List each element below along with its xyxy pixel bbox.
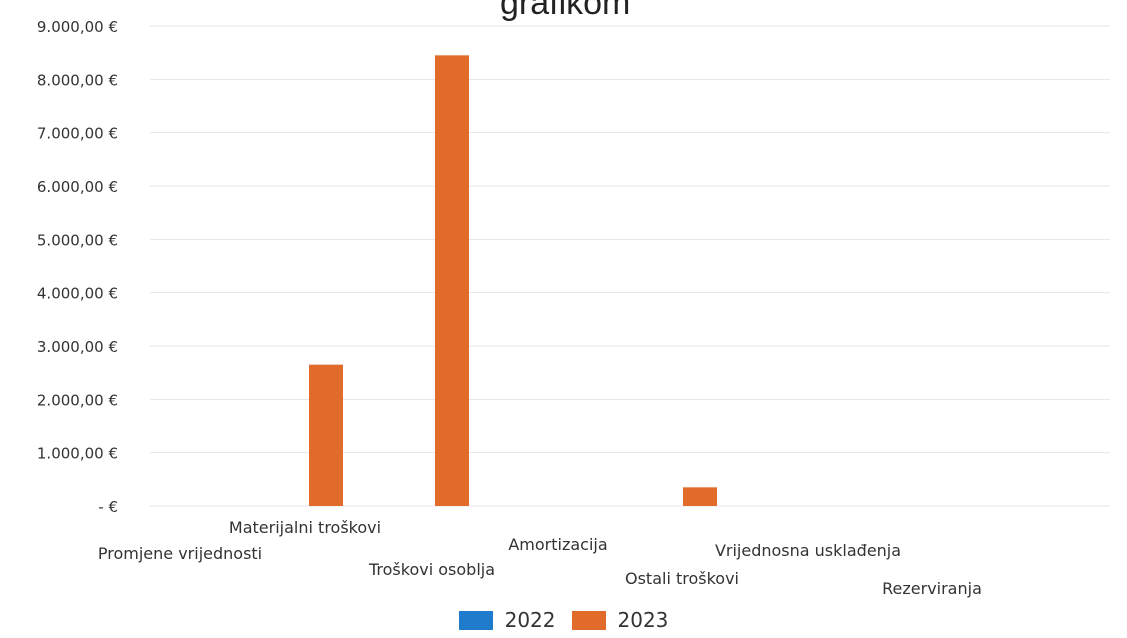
y-tick-label: 8.000,00 € [37, 71, 118, 89]
y-tick-label: 2.000,00 € [37, 391, 118, 409]
y-tick-label: 5.000,00 € [37, 231, 118, 249]
chart-title-fragment: grafikom [500, 0, 631, 22]
legend-item-2023: 2023 [571, 608, 669, 632]
bar-2023-2 [435, 55, 469, 506]
legend-swatch-2022 [458, 610, 493, 630]
x-category-label: Vrijednosna usklađenja [715, 541, 901, 560]
x-category-label: Ostali troškovi [625, 569, 739, 588]
x-category-label: Materijalni troškovi [229, 518, 381, 537]
y-tick-label: 3.000,00 € [37, 338, 118, 356]
bar-2023-4 [683, 487, 717, 506]
y-tick-label: 7.000,00 € [37, 125, 118, 143]
bar-chart: 9.000,00 € 8.000,00 € 7.000,00 € 6.000,00 €… [37, 18, 1110, 598]
legend-label-2022: 2022 [504, 608, 556, 632]
x-category-label: Troškovi osoblja [368, 560, 495, 579]
y-axis-ticks: 9.000,00 € 8.000,00 € 7.000,00 € 6.000,00 €… [37, 18, 118, 516]
y-tick-label: 6.000,00 € [37, 178, 118, 196]
legend-label-2023: 2023 [617, 608, 669, 632]
legend: 2022 2023 [0, 608, 1127, 632]
bar-2023-1 [309, 364, 343, 506]
y-tick-label: 4.000,00 € [37, 285, 118, 303]
x-category-label: Rezerviranja [882, 579, 982, 598]
y-tick-label: 1.000,00 € [37, 445, 118, 463]
x-category-label: Amortizacija [508, 535, 607, 554]
legend-item-2022: 2022 [458, 608, 556, 632]
y-tick-label: 9.000,00 € [37, 18, 118, 36]
legend-swatch-2023 [571, 610, 606, 630]
x-category-label: Promjene vrijednosti [98, 544, 262, 563]
y-tick-label: - € [98, 498, 118, 516]
x-axis-labels: Promjene vrijednosti Materijalni troškovi… [98, 518, 982, 598]
bars [309, 55, 717, 506]
gridlines [150, 25, 1110, 507]
